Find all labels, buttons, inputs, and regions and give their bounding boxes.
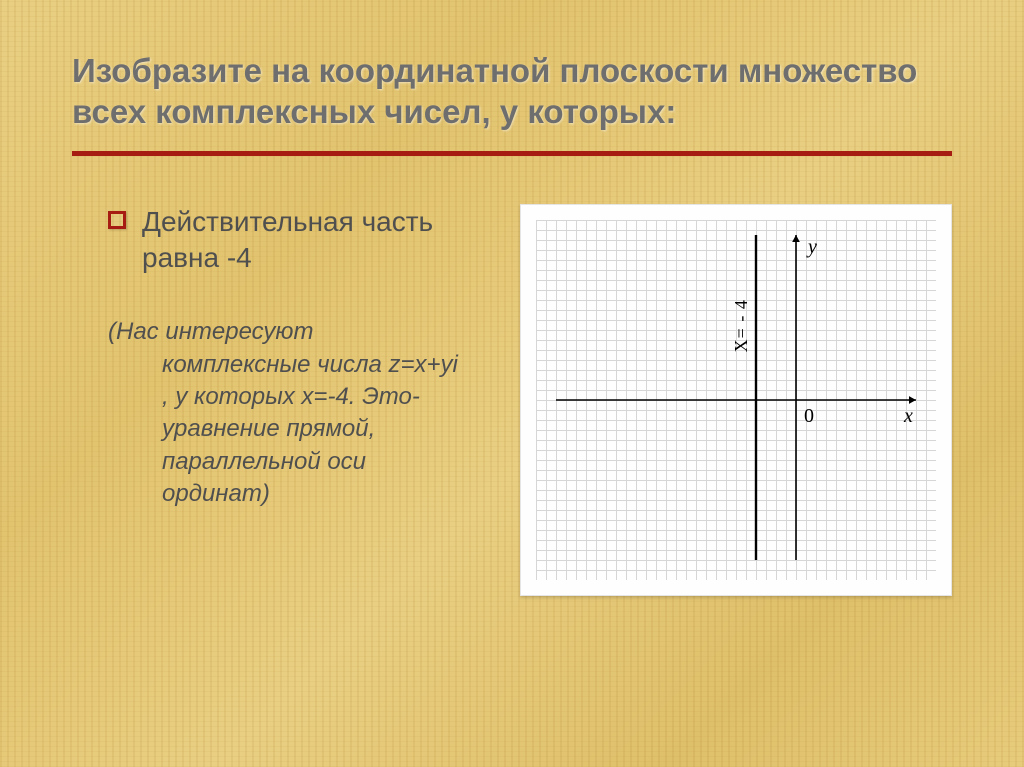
x-axis-arrow-icon	[909, 396, 916, 404]
bullet-item: Действительная часть равна -4	[80, 204, 496, 277]
graph-card: x y 0 X= - 4	[520, 204, 952, 596]
graph-plot: x y 0 X= - 4	[536, 220, 936, 580]
y-axis-arrow-icon	[792, 235, 800, 242]
content-row: Действительная часть равна -4 (Нас интер…	[72, 204, 952, 596]
origin-label: 0	[804, 405, 814, 427]
left-column: Действительная часть равна -4 (Нас интер…	[72, 204, 496, 511]
bullet-text: Действительная часть равна -4	[142, 204, 496, 277]
y-axis-label: y	[806, 236, 817, 258]
square-bullet-icon	[108, 211, 126, 229]
graph-svg: x y 0 X= - 4	[536, 220, 936, 580]
x-axis-label: x	[903, 405, 913, 427]
vertical-line-label: X= - 4	[731, 299, 751, 352]
note-paragraph: (Нас интересуют комплексные числа z=x+yi…	[80, 316, 460, 510]
title-rule	[72, 151, 952, 156]
note-first-line: (Нас интересуют	[108, 318, 313, 345]
page-title: Изобразите на координатной плоскости мно…	[72, 50, 952, 133]
note-rest: комплексные числа z=x+yi , у которых x=-…	[108, 349, 460, 511]
